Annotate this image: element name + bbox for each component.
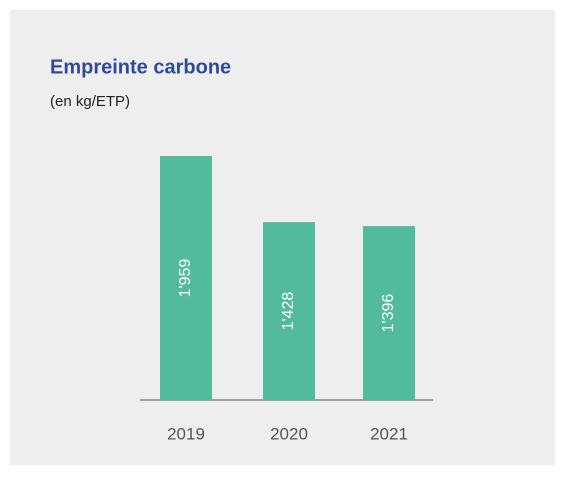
bar [160, 156, 212, 400]
bar [363, 226, 415, 400]
x-tick-label: 2021 [370, 424, 408, 443]
x-tick-label: 2019 [167, 424, 205, 443]
bar [263, 222, 315, 400]
value-label: 1'396 [380, 294, 397, 333]
chart-title: Empreinte carbone [50, 56, 231, 78]
value-label: 1'959 [177, 259, 194, 298]
x-tick-label: 2020 [270, 424, 308, 443]
chart-subtitle: (en kg/ETP) [50, 93, 130, 110]
value-label: 1'428 [280, 292, 297, 331]
